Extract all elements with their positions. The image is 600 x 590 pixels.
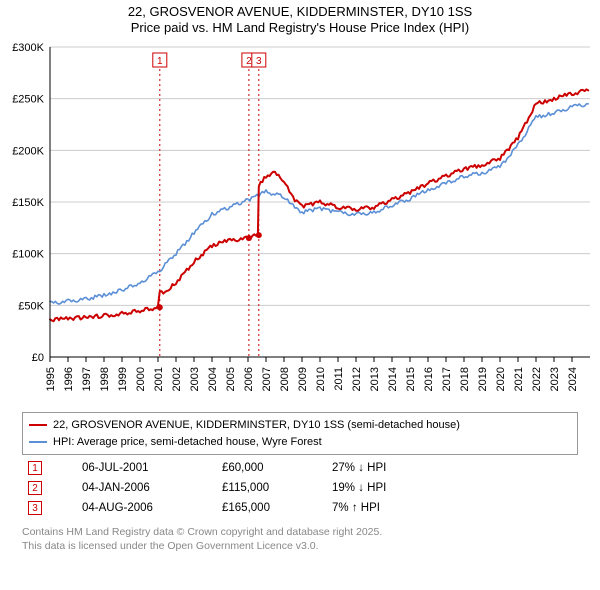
svg-text:2012: 2012 — [351, 367, 363, 391]
svg-text:3: 3 — [256, 56, 262, 67]
svg-text:2002: 2002 — [171, 367, 183, 391]
marker-price: £60,000 — [222, 462, 332, 474]
svg-text:2009: 2009 — [297, 367, 309, 391]
svg-text:2003: 2003 — [189, 367, 201, 391]
svg-text:2016: 2016 — [423, 367, 435, 391]
legend-label: HPI: Average price, semi-detached house,… — [53, 434, 322, 451]
chart-container: 22, GROSVENOR AVENUE, KIDDERMINSTER, DY1… — [0, 0, 600, 590]
marker-row: 2 04-JAN-2006£115,00019% ↓ HPI — [22, 478, 578, 498]
svg-text:1: 1 — [157, 56, 163, 67]
svg-text:2021: 2021 — [513, 367, 525, 391]
marker-row: 1 06-JUL-2001£60,00027% ↓ HPI — [22, 458, 578, 478]
marker-row: 3 04-AUG-2006£165,0007% ↑ HPI — [22, 498, 578, 518]
svg-text:2004: 2004 — [207, 367, 219, 391]
svg-text:1996: 1996 — [63, 367, 75, 391]
marker-date: 06-JUL-2001 — [82, 462, 222, 474]
svg-text:2020: 2020 — [495, 367, 507, 391]
svg-text:2010: 2010 — [315, 367, 327, 391]
svg-text:£200K: £200K — [12, 145, 44, 157]
attribution: Contains HM Land Registry data © Crown c… — [22, 526, 578, 553]
svg-text:2008: 2008 — [279, 367, 291, 391]
title-block: 22, GROSVENOR AVENUE, KIDDERMINSTER, DY1… — [0, 0, 600, 37]
svg-text:1995: 1995 — [45, 367, 57, 391]
marker-price: £115,000 — [222, 482, 332, 494]
marker-diff: 19% ↓ HPI — [332, 482, 442, 494]
legend-row: HPI: Average price, semi-detached house,… — [29, 434, 571, 451]
svg-text:2011: 2011 — [333, 367, 345, 391]
svg-text:2001: 2001 — [153, 367, 165, 391]
markers-table: 1 06-JUL-2001£60,00027% ↓ HPI 2 04-JAN-2006… — [22, 458, 578, 518]
title-line-2: Price paid vs. HM Land Registry's House … — [0, 20, 600, 36]
svg-text:1999: 1999 — [117, 367, 129, 391]
svg-text:£300K: £300K — [12, 42, 44, 54]
svg-text:1998: 1998 — [99, 367, 111, 391]
svg-text:2005: 2005 — [225, 367, 237, 391]
marker-badge: 3 — [28, 501, 42, 515]
svg-text:2017: 2017 — [441, 367, 453, 391]
svg-text:2006: 2006 — [243, 367, 255, 391]
marker-price: £165,000 — [222, 502, 332, 514]
svg-text:2022: 2022 — [531, 367, 543, 391]
svg-text:2019: 2019 — [477, 367, 489, 391]
svg-text:2013: 2013 — [369, 367, 381, 391]
marker-diff: 27% ↓ HPI — [332, 462, 442, 474]
title-line-1: 22, GROSVENOR AVENUE, KIDDERMINSTER, DY1… — [0, 4, 600, 20]
legend-swatch — [29, 424, 47, 426]
attribution-line-1: Contains HM Land Registry data © Crown c… — [22, 526, 578, 540]
svg-text:£50K: £50K — [18, 300, 44, 312]
svg-text:2024: 2024 — [567, 367, 579, 391]
legend: 22, GROSVENOR AVENUE, KIDDERMINSTER, DY1… — [22, 412, 578, 455]
legend-row: 22, GROSVENOR AVENUE, KIDDERMINSTER, DY1… — [29, 417, 571, 434]
legend-label: 22, GROSVENOR AVENUE, KIDDERMINSTER, DY1… — [53, 417, 460, 434]
svg-text:2: 2 — [246, 56, 252, 67]
svg-text:2014: 2014 — [387, 367, 399, 391]
marker-badge: 1 — [28, 461, 42, 475]
marker-diff: 7% ↑ HPI — [332, 502, 442, 514]
svg-text:£0: £0 — [32, 352, 44, 364]
marker-date: 04-JAN-2006 — [82, 482, 222, 494]
attribution-line-2: This data is licensed under the Open Gov… — [22, 540, 578, 554]
svg-text:2000: 2000 — [135, 367, 147, 391]
marker-badge: 2 — [28, 481, 42, 495]
svg-text:2015: 2015 — [405, 367, 417, 391]
marker-date: 04-AUG-2006 — [82, 502, 222, 514]
svg-text:2007: 2007 — [261, 367, 273, 391]
svg-text:2023: 2023 — [549, 367, 561, 391]
svg-text:£250K: £250K — [12, 93, 44, 105]
legend-swatch — [29, 441, 47, 443]
svg-text:1997: 1997 — [81, 367, 93, 391]
price-chart: £0 £50K £100K £150K £200K £250K £300K 1 23 1995 19… — [0, 37, 600, 407]
svg-text:£100K: £100K — [12, 248, 44, 260]
svg-text:£150K: £150K — [12, 197, 44, 209]
svg-text:2018: 2018 — [459, 367, 471, 391]
